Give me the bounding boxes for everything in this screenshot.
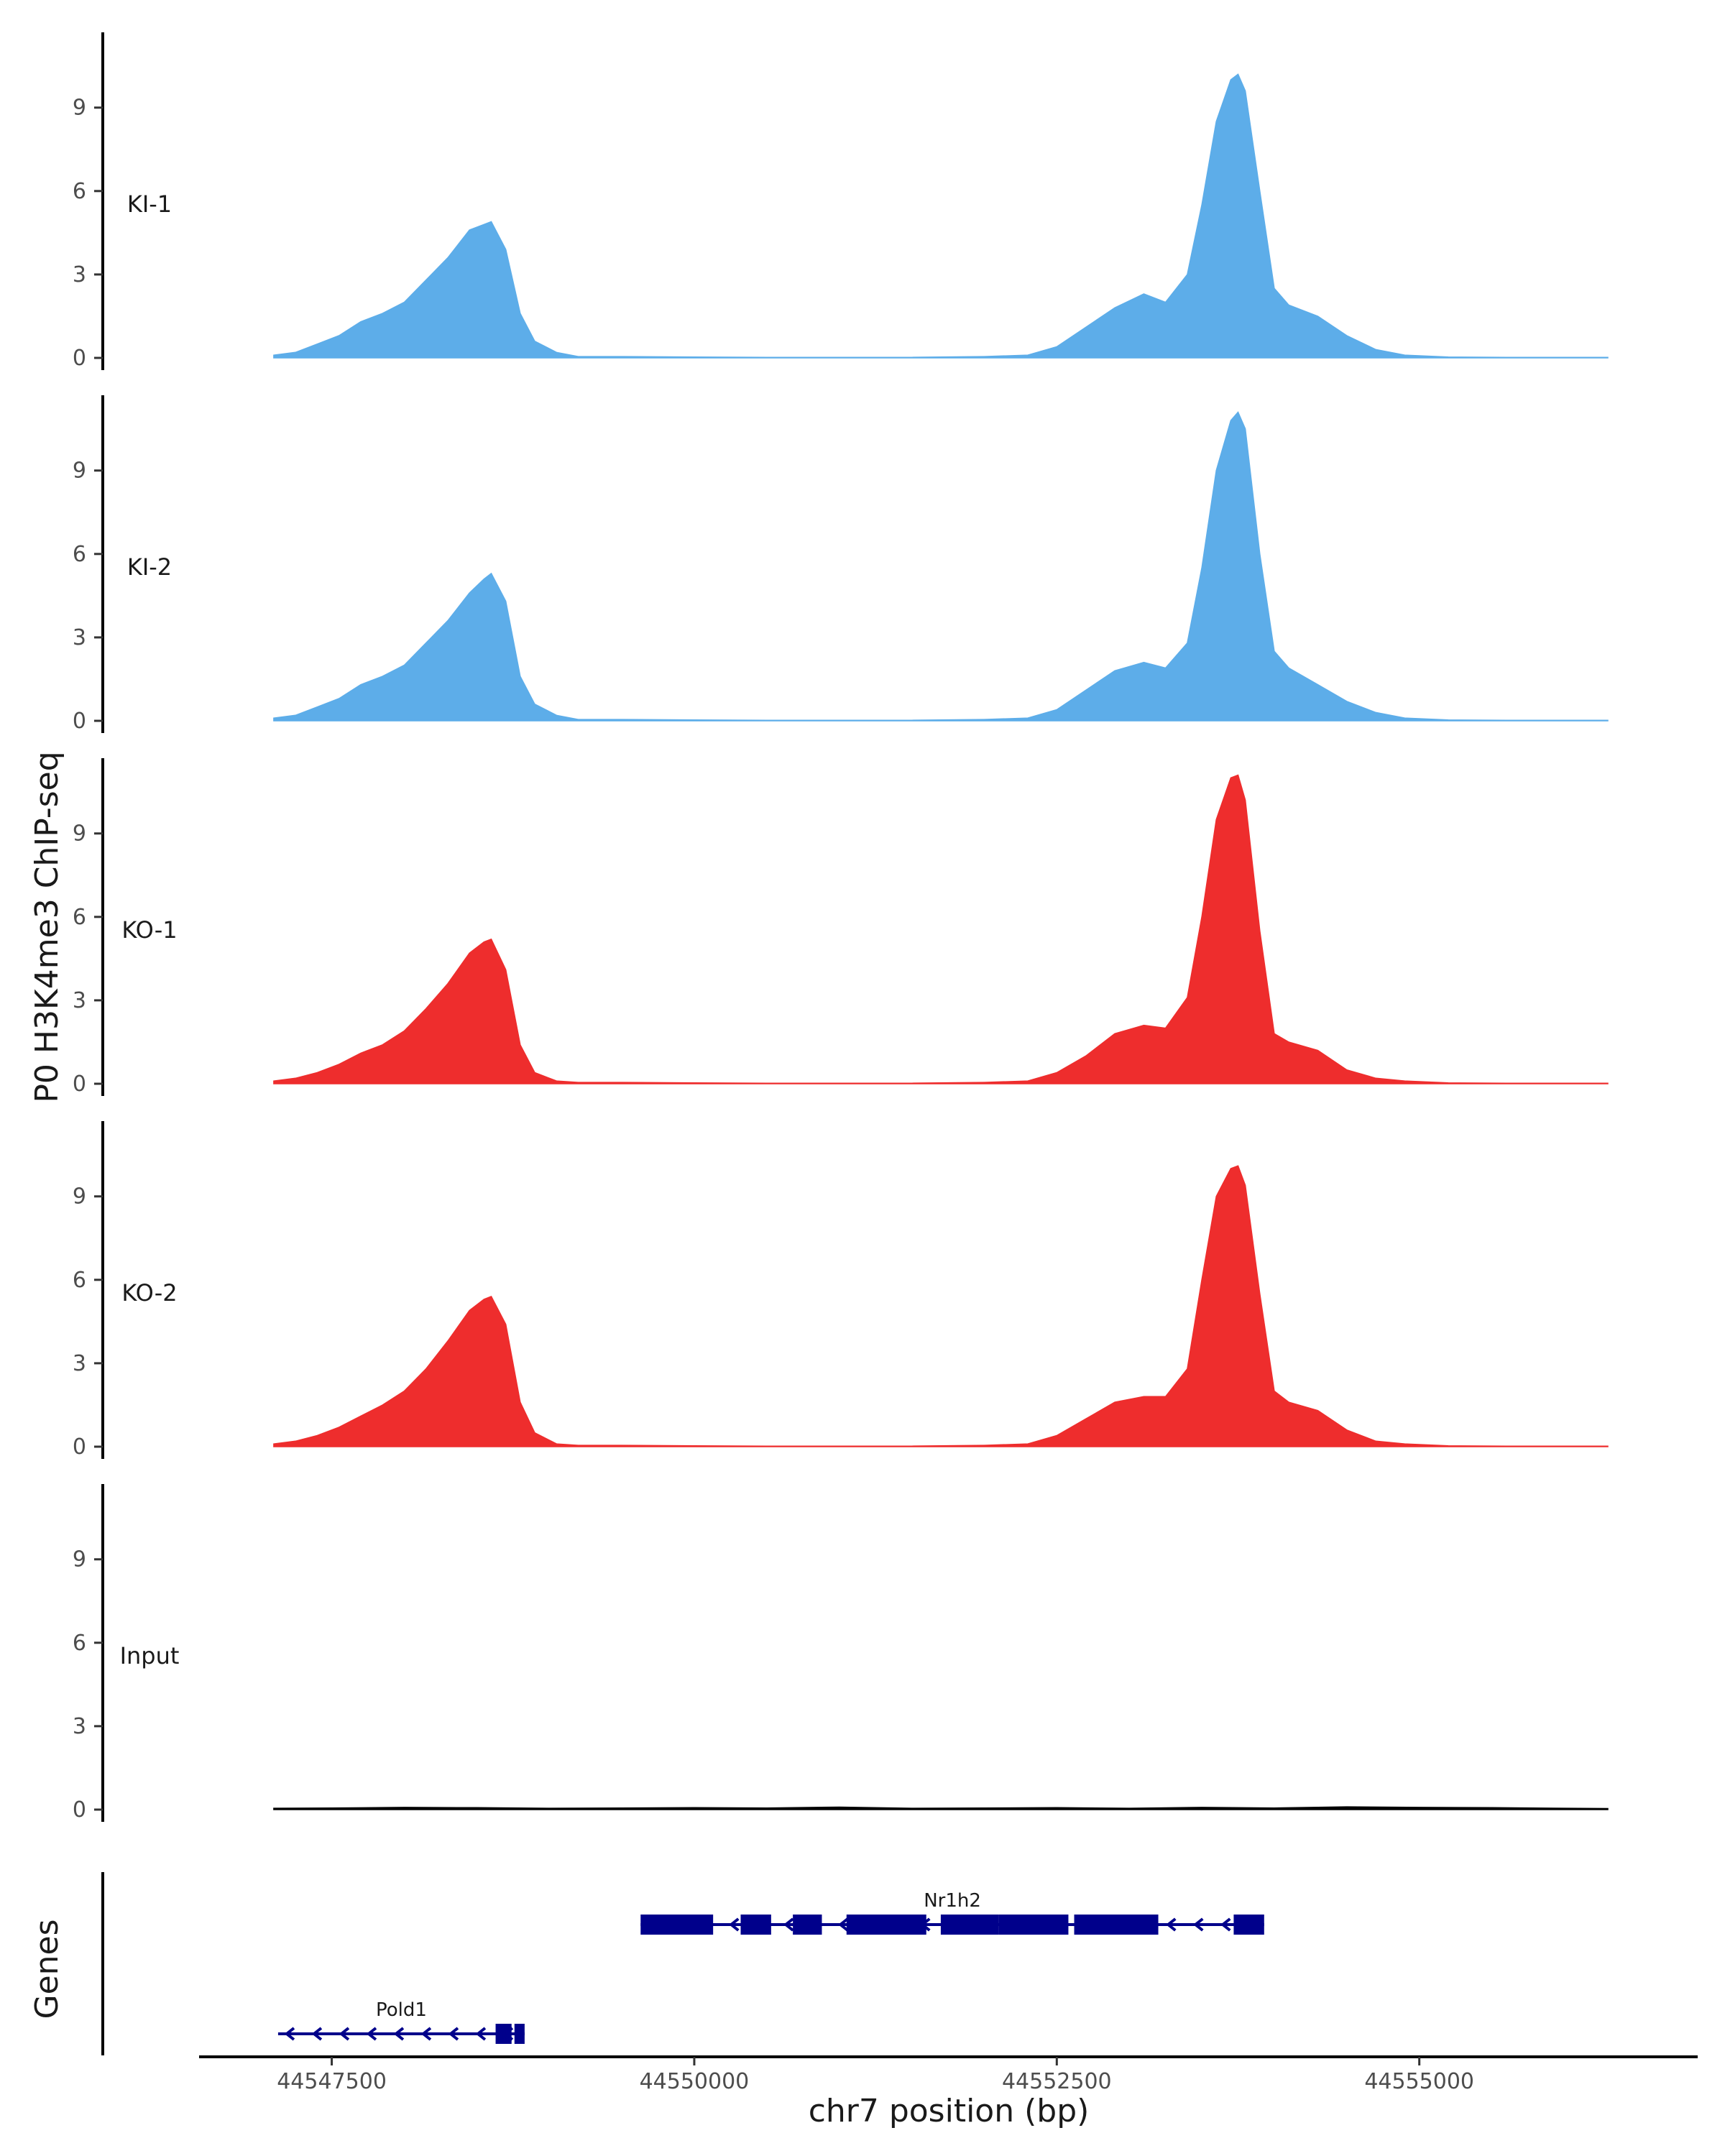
strand-arrow <box>1193 1917 1204 1932</box>
y-tick-label: 6 <box>73 1268 86 1293</box>
track-panel: 0 3 6 9 KI-1 <box>73 32 1609 371</box>
signal-tracks: 0 3 6 9 KI-1 0 3 6 9 KI-2 0 3 6 9 KO-1 0 3 6 9 KO-2 0 3 6 9 Inpu… <box>73 32 1609 1823</box>
y-tick-label: 9 <box>73 459 86 484</box>
y-tick-label: 0 <box>73 1434 86 1460</box>
y-tick-label: 9 <box>73 1184 86 1210</box>
x-tick-label: 44550000 <box>640 2069 750 2094</box>
strand-arrow <box>838 1917 849 1932</box>
gene-model: Nr1h2 <box>640 1890 1264 1935</box>
track-label: KI-2 <box>127 553 172 581</box>
y-tick-label: 0 <box>73 1072 86 1097</box>
gene-exon <box>940 1915 999 1935</box>
gene-exon <box>1233 1915 1264 1935</box>
track-panel: 0 3 6 9 Input <box>73 1484 1609 1823</box>
gene-label: Pold1 <box>376 1999 427 2021</box>
gene-annotation-panel: Nr1h2 Pold1 <box>101 1872 1264 2055</box>
strand-arrow <box>339 2027 350 2041</box>
y-tick-label: 0 <box>73 709 86 734</box>
y-axis-title: P0 H3K4me3 ChIP-seq <box>29 751 65 1102</box>
strand-arrow <box>393 2027 405 2041</box>
strand-arrow <box>284 2027 295 2041</box>
y-tick-label: 0 <box>73 346 86 371</box>
x-tick-label: 44552500 <box>1002 2069 1112 2094</box>
gene-exon <box>1074 1915 1159 1935</box>
track-label: KO-1 <box>121 916 177 944</box>
strand-arrow <box>1166 1917 1177 1932</box>
y-tick-label: 3 <box>73 262 86 287</box>
y-tick-label: 6 <box>73 1631 86 1656</box>
x-tick-label: 44555000 <box>1364 2069 1474 2094</box>
signal-area <box>273 774 1609 1084</box>
track-label: KO-2 <box>121 1279 177 1307</box>
signal-area <box>273 1165 1609 1447</box>
genes-axis-title: Genes <box>29 1919 65 2019</box>
y-tick-label: 9 <box>73 821 86 847</box>
y-tick-label: 3 <box>73 1351 86 1376</box>
track-panel: 0 3 6 9 KI-2 <box>73 395 1609 734</box>
gene-exon <box>740 1915 771 1935</box>
gene-exon <box>793 1915 822 1935</box>
strand-arrow <box>311 2027 323 2041</box>
track-label: KI-1 <box>127 190 172 218</box>
gene-exon <box>998 1915 1069 1935</box>
x-tick-label: 44547500 <box>277 2069 387 2094</box>
y-tick-label: 0 <box>73 1797 86 1823</box>
strand-arrow <box>1220 1917 1231 1932</box>
x-axis: 44547500 44550000 44552500 44555000 <box>199 2055 1698 2094</box>
y-tick-label: 3 <box>73 625 86 650</box>
signal-area <box>273 411 1609 722</box>
y-tick-label: 9 <box>73 1547 86 1572</box>
signal-area <box>273 1806 1609 1810</box>
track-panel: 0 3 6 9 KO-1 <box>73 758 1609 1097</box>
track-label: Input <box>120 1642 180 1669</box>
strand-arrow <box>448 2027 459 2041</box>
gene-label: Nr1h2 <box>924 1890 981 1912</box>
y-tick-label: 9 <box>73 96 86 121</box>
strand-arrow <box>783 1917 794 1932</box>
gene-exon <box>495 2024 512 2044</box>
gene-exon <box>640 1915 714 1935</box>
y-tick-label: 6 <box>73 905 86 930</box>
x-axis-title: chr7 position (bp) <box>809 2093 1090 2129</box>
strand-arrow <box>475 2027 487 2041</box>
signal-area <box>273 73 1609 359</box>
gene-exon <box>846 1915 926 1935</box>
strand-arrow <box>729 1917 740 1932</box>
y-tick-label: 6 <box>73 179 86 204</box>
strand-arrow <box>420 2027 432 2041</box>
gene-exon <box>514 2024 525 2044</box>
y-tick-label: 3 <box>73 988 86 1013</box>
gene-model: Pold1 <box>277 1999 525 2044</box>
track-panel: 0 3 6 9 KO-2 <box>73 1121 1609 1460</box>
y-tick-label: 3 <box>73 1714 86 1739</box>
strand-arrow <box>366 2027 377 2041</box>
y-tick-label: 6 <box>73 542 86 567</box>
